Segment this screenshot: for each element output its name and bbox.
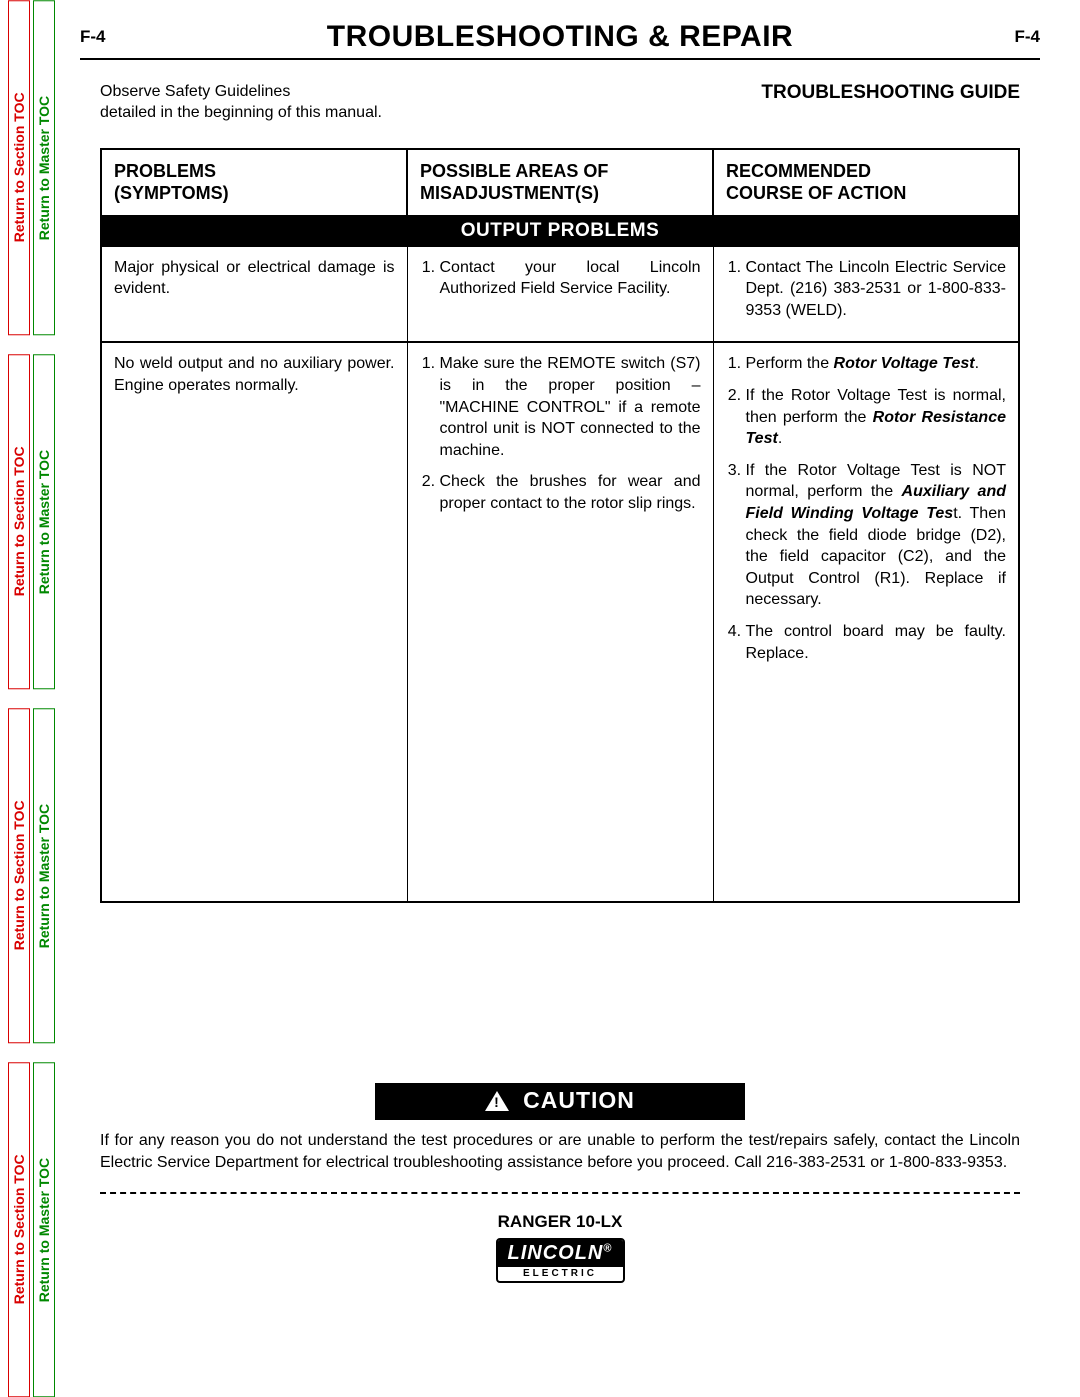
- header-text: POSSIBLE AREAS OF: [420, 161, 608, 181]
- list-item: Check the brushes for wear and proper co…: [440, 471, 701, 514]
- page-footer: RANGER 10-LX LINCOLN® ELECTRIC: [80, 1212, 1040, 1288]
- return-section-toc-tab[interactable]: Return to Section TOC: [8, 708, 30, 1043]
- return-section-toc-tab[interactable]: Return to Section TOC: [8, 0, 30, 335]
- caution-label: CAUTION: [523, 1087, 635, 1114]
- section-band-row: OUTPUT PROBLEMS: [101, 216, 1019, 246]
- table-row: Major physical or electrical damage is e…: [101, 246, 1019, 343]
- header-text: RECOMMENDED: [726, 161, 871, 181]
- dashed-divider: [100, 1192, 1020, 1194]
- page-header: F-4 TROUBLESHOOTING & REPAIR F-4: [80, 20, 1040, 54]
- table-row: No weld output and no auxiliary power. E…: [101, 342, 1019, 902]
- problem-cell: No weld output and no auxiliary power. E…: [101, 342, 407, 902]
- caution-text: If for any reason you do not understand …: [100, 1130, 1020, 1173]
- safety-note: Observe Safety Guidelines detailed in th…: [100, 82, 382, 124]
- list-item: Contact The Lincoln Electric Service Dep…: [746, 257, 1007, 322]
- return-section-toc-tab[interactable]: Return to Section TOC: [8, 1062, 30, 1397]
- header-text: (SYMPTOMS): [114, 183, 229, 203]
- misadjust-cell: Make sure the REMOTE switch (S7) is in t…: [407, 342, 713, 902]
- guide-title: TROUBLESHOOTING GUIDE: [761, 82, 1020, 104]
- list-item: Make sure the REMOTE switch (S7) is in t…: [440, 353, 701, 461]
- safety-note-line1: Observe Safety Guidelines: [100, 83, 290, 100]
- misadjust-cell: Contact your local Lincoln Authorized Fi…: [407, 246, 713, 343]
- logo-subbrand: ELECTRIC: [498, 1267, 623, 1281]
- section-toc-column: Return to Section TOC Return to Section …: [8, 0, 30, 1397]
- list-item: The control board may be faulty. Replace…: [746, 621, 1007, 664]
- section-band: OUTPUT PROBLEMS: [101, 216, 1019, 246]
- page-code-left: F-4: [80, 27, 106, 47]
- header-text: COURSE OF ACTION: [726, 183, 906, 203]
- return-master-toc-tab[interactable]: Return to Master TOC: [33, 0, 55, 335]
- logo-brand: LINCOLN®: [498, 1240, 623, 1267]
- header-text: PROBLEMS: [114, 161, 216, 181]
- emphasis: Rotor Voltage Test: [834, 355, 975, 372]
- page-code-right: F-4: [1014, 27, 1040, 47]
- caution-banner: CAUTION: [375, 1083, 745, 1120]
- return-master-toc-tab[interactable]: Return to Master TOC: [33, 708, 55, 1043]
- master-toc-column: Return to Master TOC Return to Master TO…: [33, 0, 55, 1397]
- troubleshooting-table: PROBLEMS (SYMPTOMS) POSSIBLE AREAS OF MI…: [100, 148, 1020, 904]
- list-item: If the Rotor Voltage Test is normal, the…: [746, 385, 1007, 450]
- table-header-row: PROBLEMS (SYMPTOMS) POSSIBLE AREAS OF MI…: [101, 149, 1019, 216]
- list-item: If the Rotor Voltage Test is NOT normal,…: [746, 460, 1007, 611]
- page-content: F-4 TROUBLESHOOTING & REPAIR F-4 Observe…: [80, 20, 1040, 1288]
- product-name: RANGER 10-LX: [80, 1212, 1040, 1232]
- text: Perform the: [746, 355, 834, 372]
- list-item: Perform the Rotor Voltage Test.: [746, 353, 1007, 375]
- header-action: RECOMMENDED COURSE OF ACTION: [713, 149, 1019, 216]
- action-cell: Perform the Rotor Voltage Test. If the R…: [713, 342, 1019, 902]
- list-item: Contact your local Lincoln Authorized Fi…: [440, 257, 701, 300]
- header-text: MISADJUSTMENT(S): [420, 183, 599, 203]
- sub-header: Observe Safety Guidelines detailed in th…: [100, 82, 1020, 124]
- warning-triangle-icon: [485, 1091, 509, 1111]
- action-cell: Contact The Lincoln Electric Service Dep…: [713, 246, 1019, 343]
- lincoln-logo: LINCOLN® ELECTRIC: [496, 1238, 625, 1283]
- text: .: [975, 355, 979, 372]
- header-misadjustment: POSSIBLE AREAS OF MISADJUSTMENT(S): [407, 149, 713, 216]
- problem-cell: Major physical or electrical damage is e…: [101, 246, 407, 343]
- registered-icon: ®: [603, 1242, 612, 1254]
- side-navigation-tabs: Return to Section TOC Return to Section …: [8, 0, 58, 1397]
- main-title: TROUBLESHOOTING & REPAIR: [327, 20, 793, 54]
- return-master-toc-tab[interactable]: Return to Master TOC: [33, 354, 55, 689]
- header-problems: PROBLEMS (SYMPTOMS): [101, 149, 407, 216]
- return-master-toc-tab[interactable]: Return to Master TOC: [33, 1062, 55, 1397]
- safety-note-line2: detailed in the beginning of this manual…: [100, 104, 382, 121]
- text: .: [778, 430, 782, 447]
- return-section-toc-tab[interactable]: Return to Section TOC: [8, 354, 30, 689]
- logo-text: LINCOLN: [508, 1242, 604, 1264]
- title-underline: [80, 58, 1040, 60]
